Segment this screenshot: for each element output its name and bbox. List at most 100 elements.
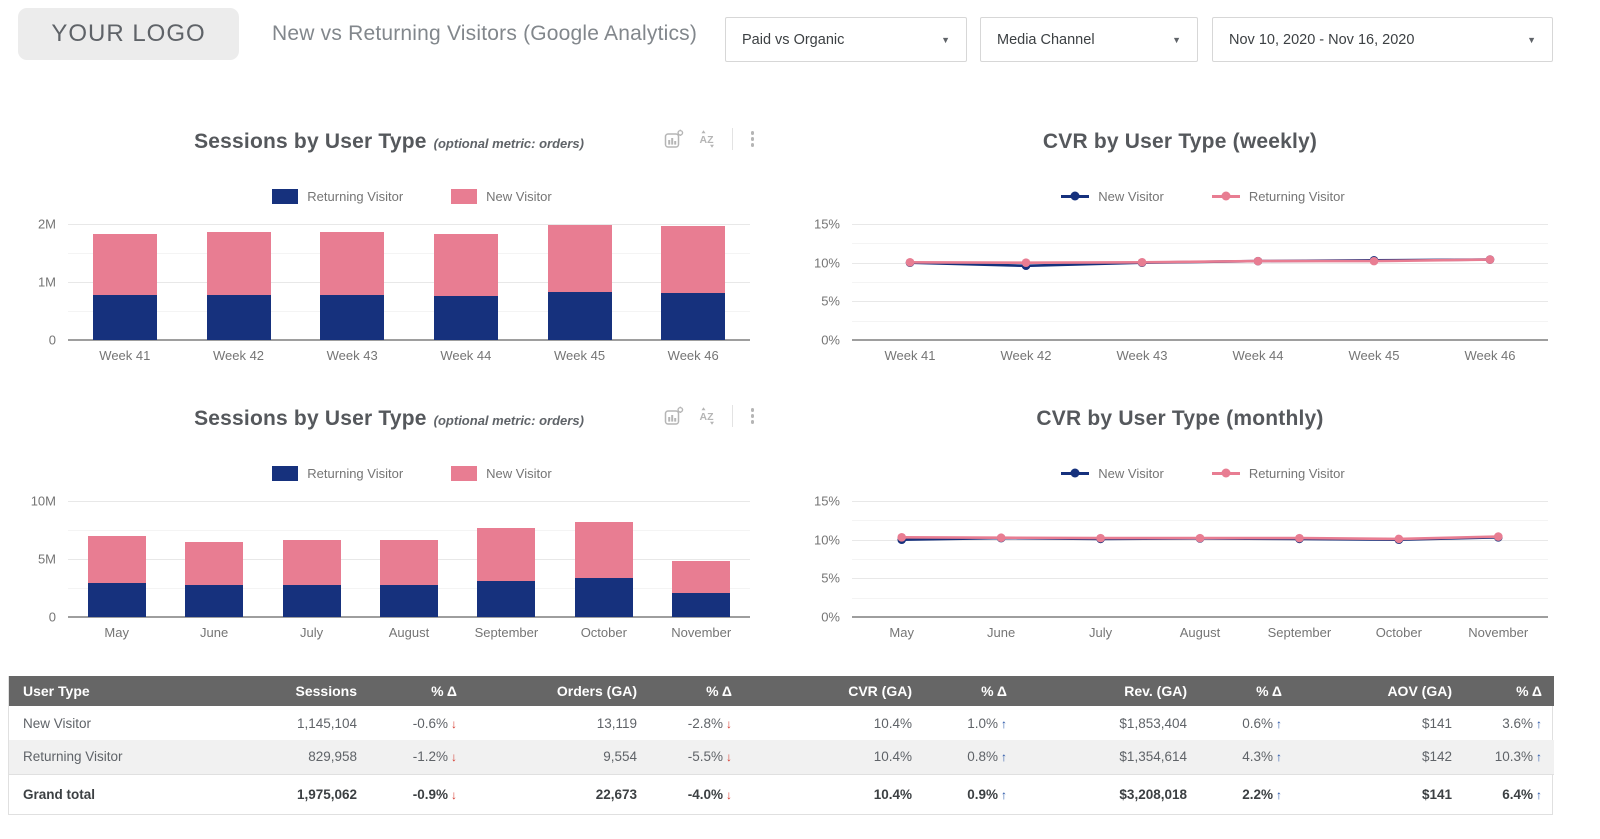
bar-segment-new-visitor: [433, 233, 498, 296]
stacked-bar: [661, 226, 726, 340]
legend-label: New Visitor: [486, 465, 552, 481]
table-cell: 3.6% ↑: [1464, 706, 1554, 740]
stacked-bar: [379, 540, 438, 617]
gridline: [68, 224, 750, 225]
gridline: [68, 616, 750, 618]
table-header-cell[interactable]: % Δ: [1199, 676, 1294, 706]
bar-segment-returning-visitor: [547, 292, 612, 340]
filter-date-range[interactable]: Nov 10, 2020 - Nov 16, 2020 ▼: [1212, 17, 1553, 62]
optional-metric-icon[interactable]: [664, 406, 684, 426]
gridline: [852, 559, 1548, 560]
gridline: [68, 253, 750, 254]
legend-label: New Visitor: [1098, 188, 1164, 204]
legend-marker: [1061, 468, 1090, 478]
cell-value: 0.8%: [967, 749, 998, 765]
sort-az-icon[interactable]: AZ: [698, 129, 718, 149]
chart-title: Sessions by User Type: [194, 130, 427, 153]
cell-value: 13,119: [596, 715, 637, 731]
table-header-cell[interactable]: Rev. (GA): [1019, 676, 1199, 706]
chart-subtitle: (optional metric: orders): [433, 413, 584, 428]
chart-cvr-by-user-type-monthly: CVR by User Type (monthly) New Visitor Re…: [792, 395, 1568, 651]
legend-marker: [451, 465, 478, 481]
stacked-bar: [185, 541, 244, 617]
x-labels: Week 41 Week 42 Week 43 Week 44 Week 45 Week …: [68, 348, 750, 363]
gridline: [852, 243, 1548, 245]
filter-paid-vs-organic[interactable]: Paid vs Organic ▼: [725, 17, 967, 62]
table-cell: 9,554: [469, 740, 649, 774]
x-axis-label: Week 41: [99, 348, 151, 363]
legend-label: New Visitor: [1098, 465, 1164, 481]
delta-down-arrow: ↓: [726, 716, 732, 731]
gridline: [852, 616, 1548, 618]
x-axis-label: August: [388, 625, 430, 640]
x-axis-label: Week 44: [440, 348, 492, 363]
row-label: Grand total: [9, 773, 259, 814]
table-cell: $141: [1294, 706, 1464, 740]
filter-media-channel[interactable]: Media Channel ▼: [980, 17, 1198, 62]
optional-metric-icon[interactable]: [664, 129, 684, 149]
gridline: [852, 320, 1548, 322]
bar-segment-returning-visitor: [320, 295, 385, 340]
chart-legend: New Visitor Returning Visitor: [852, 186, 1554, 206]
legend-label: Returning Visitor: [1248, 188, 1345, 204]
sort-az-icon[interactable]: AZ: [698, 406, 718, 426]
table-header-cell[interactable]: Sessions: [259, 676, 369, 706]
table-cell: 13,119: [469, 706, 649, 740]
table-header-cell[interactable]: AOV (GA): [1294, 676, 1464, 706]
legend-marker: [451, 188, 478, 204]
y-axis-label: 10M: [30, 493, 56, 509]
legend-item: New Visitor: [1061, 466, 1164, 481]
chart-legend: New Visitor Returning Visitor: [852, 463, 1554, 483]
table-header-cell[interactable]: % Δ: [649, 676, 744, 706]
legend-item: Returning Visitor: [272, 465, 403, 481]
y-axis-label: 2M: [37, 216, 56, 232]
table-header-cell[interactable]: User Type: [9, 676, 259, 706]
table-cell: 22,673: [469, 773, 649, 814]
legend-item: New Visitor: [1061, 189, 1164, 204]
table-header-cell[interactable]: % Δ: [924, 676, 1019, 706]
delta-down-arrow: ↓: [726, 750, 732, 765]
delta-up-arrow: ↑: [1001, 787, 1007, 802]
table-cell: $142: [1294, 740, 1464, 774]
gridline: [852, 520, 1548, 522]
chart-sessions-by-user-type-monthly: Sessions by User Type (optional metric: o…: [8, 395, 770, 651]
cell-value: -5.5%: [687, 749, 723, 765]
table-header-cell[interactable]: CVR (GA): [744, 676, 924, 706]
logo-text: YOUR LOGO: [51, 20, 206, 47]
table-header-cell[interactable]: Orders (GA): [469, 676, 649, 706]
table-cell: 6.4% ↑: [1464, 773, 1554, 814]
cell-value: -4.0%: [687, 786, 723, 802]
bar-segment-returning-visitor: [661, 293, 726, 340]
cell-value: 1,145,104: [296, 715, 357, 731]
kebab-menu-icon[interactable]: [747, 129, 759, 149]
x-axis-label: May: [889, 625, 914, 640]
cell-value: $1,354,614: [1119, 749, 1187, 765]
cell-value: 10.3%: [1494, 749, 1533, 765]
bar-segment-new-visitor: [547, 224, 612, 293]
bar-segment-returning-visitor: [672, 592, 731, 617]
x-axis-label: Week 45: [553, 348, 606, 363]
delta-up-arrow: ↑: [1276, 750, 1282, 765]
bar-segment-returning-visitor: [433, 295, 498, 340]
x-axis-label: November: [671, 625, 732, 640]
kebab-menu-icon[interactable]: [747, 406, 759, 426]
y-axis-label: 10%: [813, 532, 840, 548]
table-row: Grand total 1,975,062 -0.9% ↓ 22,673 -4.0% ↓ 10…: [9, 773, 1554, 814]
y-axis-label: 5M: [37, 551, 56, 567]
svg-text:AZ: AZ: [699, 411, 714, 423]
table-header-cell[interactable]: % Δ: [1464, 676, 1554, 706]
table-cell: 1,975,062: [259, 773, 369, 814]
cell-value: 10.4%: [873, 749, 912, 765]
stacked-bar: [433, 233, 498, 340]
table-row: Returning Visitor 829,958 -1.2% ↓ 9,554 -5.5%…: [9, 740, 1554, 774]
gridline: [852, 282, 1548, 283]
x-axis-label: July: [1088, 625, 1113, 640]
table-header-cell[interactable]: % Δ: [369, 676, 469, 706]
stacked-bar: [87, 535, 146, 617]
stacked-bar: [574, 521, 633, 617]
stacked-bar: [547, 224, 612, 340]
legend-item: Returning Visitor: [1211, 466, 1345, 481]
table-cell: $141: [1294, 773, 1464, 814]
x-axis-label: June: [200, 625, 229, 640]
delta-down-arrow: ↓: [451, 750, 457, 765]
